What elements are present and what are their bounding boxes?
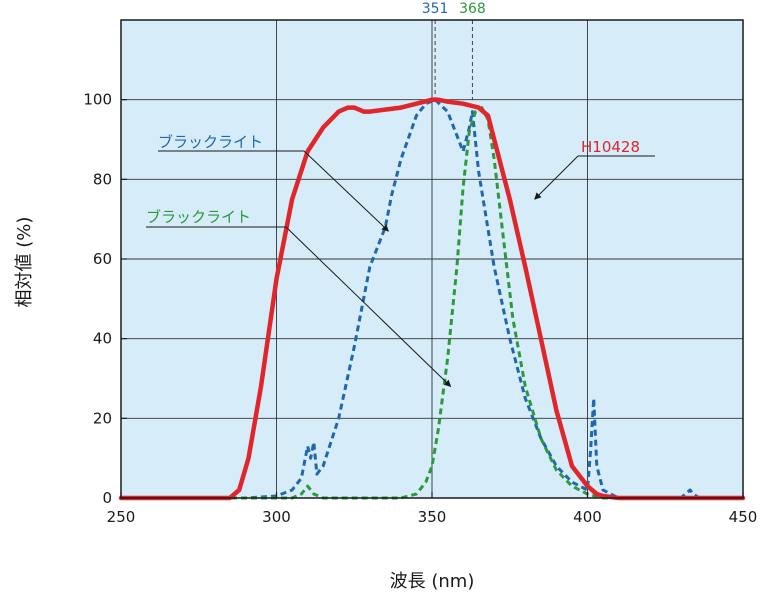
- x-tick-label-300: 300: [262, 508, 291, 526]
- y-tick-label-0: 0: [102, 489, 112, 507]
- annotation-label-2: H10428: [581, 138, 640, 156]
- y-tick-label-40: 40: [93, 330, 112, 348]
- series-lines: [118, 97, 746, 501]
- peak-marker-label-351: 351: [422, 1, 449, 17]
- y-tick-label-100: 100: [83, 91, 112, 109]
- y-axis-label: 相対値 (%): [14, 217, 35, 308]
- annotation-label-0: ブラックライト: [158, 133, 263, 151]
- annotation-leader-2: [534, 155, 579, 200]
- annotation-label-1: ブラックライト: [146, 208, 251, 226]
- x-axis-label: 波長 (nm): [390, 571, 475, 592]
- tick-labels: 250 300 350 400 450 0 20 40 60 80 100 351 368: [83, 1, 757, 526]
- peak-marker-lines: [434, 20, 473, 100]
- annotation-leader-0: [303, 150, 389, 232]
- y-tick-label-20: 20: [93, 409, 112, 427]
- x-tick-label-450: 450: [729, 508, 758, 526]
- y-tick-label-60: 60: [93, 250, 112, 268]
- series-line-1: [121, 98, 743, 500]
- x-tick-label-350: 350: [418, 508, 447, 526]
- x-tick-label-400: 400: [573, 508, 602, 526]
- y-tick-label-80: 80: [93, 170, 112, 188]
- grid-lines: [121, 20, 743, 498]
- series-line-0: [118, 97, 746, 501]
- x-tick-label-250: 250: [107, 508, 136, 526]
- peak-marker-label-368: 368: [459, 1, 486, 17]
- annotation-leader-1: [285, 226, 452, 387]
